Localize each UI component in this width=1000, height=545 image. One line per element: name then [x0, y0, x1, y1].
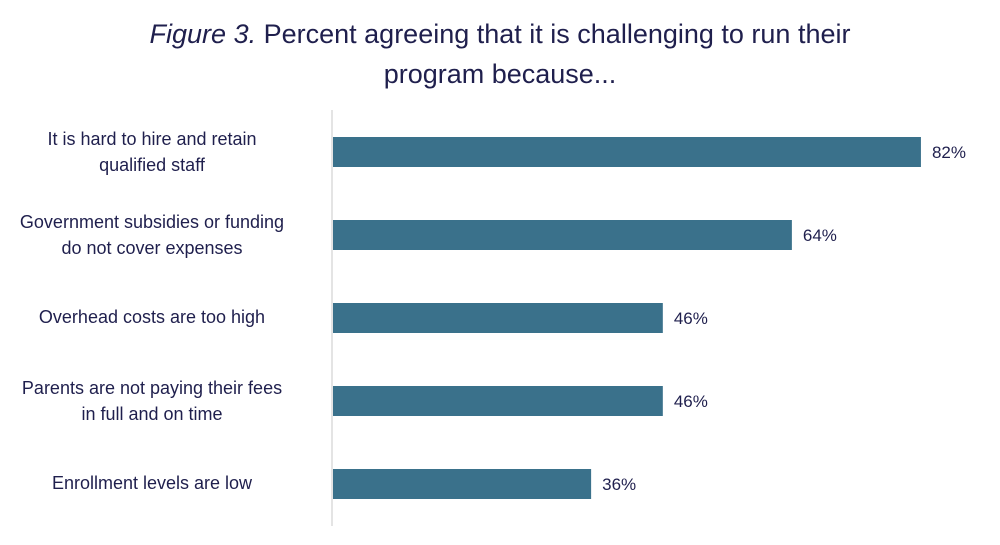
- category-label-2: Overhead costs are too high: [0, 304, 312, 330]
- value-label-1: 64%: [803, 226, 837, 245]
- bar-1: [333, 220, 792, 250]
- chart-title-text-1: Percent agreeing that it is challenging …: [263, 19, 851, 49]
- chart-title: Figure 3. Percent agreeing that it is ch…: [0, 14, 1000, 94]
- category-label-3: Parents are not paying their fees in full…: [0, 375, 312, 427]
- category-label-0-line-0: It is hard to hire and retain: [47, 129, 257, 149]
- category-label-3-line-1: in full and on time: [81, 404, 223, 424]
- category-label-1: Government subsidies or funding do not co…: [0, 209, 312, 261]
- category-label-4-line-0: Enrollment levels are low: [51, 473, 253, 493]
- bar-3: [333, 386, 663, 416]
- bar-2: [333, 303, 663, 333]
- category-label-4: Enrollment levels are low: [0, 470, 312, 496]
- category-label-1-line-1: do not cover expenses: [61, 238, 243, 258]
- value-label-4: 36%: [602, 475, 636, 494]
- value-label-0: 82%: [932, 143, 966, 162]
- value-label-3: 46%: [674, 392, 708, 411]
- bar-4: [333, 469, 592, 499]
- value-label-2: 46%: [674, 309, 708, 328]
- bar-0: [333, 137, 921, 167]
- chart-title-line-2: program because...: [383, 59, 617, 89]
- category-label-0: It is hard to hire and retain qualified s…: [0, 126, 312, 178]
- category-label-3-line-0: Parents are not paying their fees: [21, 378, 283, 398]
- category-label-2-line-0: Overhead costs are too high: [38, 307, 266, 327]
- category-label-0-line-1: qualified staff: [99, 155, 205, 175]
- category-label-1-line-0: Government subsidies or funding: [19, 212, 285, 232]
- figure-number: Figure 3.: [149, 19, 257, 49]
- chart-title-line-1: Figure 3. Percent agreeing that it is ch…: [0, 14, 1000, 54]
